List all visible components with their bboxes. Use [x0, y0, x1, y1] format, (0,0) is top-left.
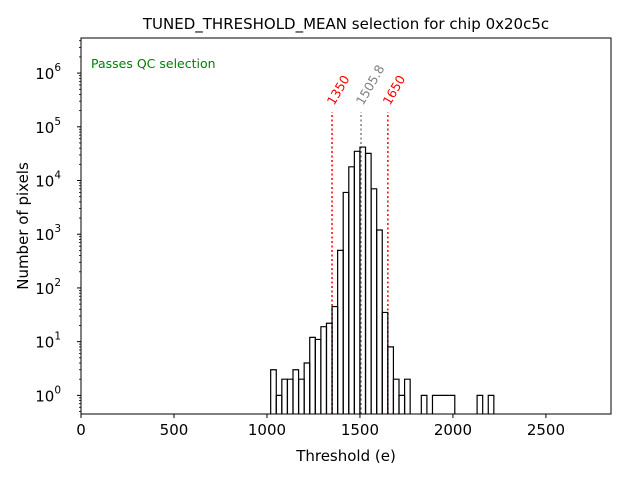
x-tick-label-1: 500: [160, 421, 189, 439]
x-tick-label-5: 2500: [527, 421, 565, 439]
histogram-bin-27: [476, 394, 484, 414]
y-axis-label: Number of pixels: [14, 162, 32, 290]
histogram-bin-25: [420, 394, 428, 414]
y-tick-label-6: 106: [35, 62, 61, 83]
qc-annotation: Passes QC selection: [91, 56, 216, 71]
y-tick-label-1: 101: [35, 331, 61, 352]
x-tick-label-0: 0: [76, 421, 86, 439]
chart-title: TUNED_THRESHOLD_MEAN selection for chip …: [142, 15, 549, 34]
y-axis-ticks: 100 101 102 103 104 105 106: [35, 40, 81, 412]
x-tick-label-4: 2000: [434, 421, 472, 439]
x-tick-label-3: 1500: [341, 421, 379, 439]
axes-frame: [80, 37, 612, 415]
y-tick-label-5: 105: [35, 116, 61, 137]
histogram-bin-28: [487, 394, 495, 414]
plot-frame: [80, 37, 612, 415]
x-axis-ticks: 0 500 1000 1500 2000 2500: [76, 414, 565, 439]
y-tick-label-2: 102: [35, 277, 61, 298]
y-tick-label-4: 104: [35, 170, 61, 191]
histogram-layer: [270, 146, 495, 414]
histogram-bin-0: [270, 369, 277, 414]
y-tick-label-0: 100: [35, 384, 61, 405]
x-axis-label: Threshold (e): [295, 447, 396, 465]
histogram-bin-26: [431, 394, 456, 414]
y-tick-label-3: 103: [35, 223, 61, 244]
x-tick-label-2: 1000: [248, 421, 286, 439]
histogram-bin-24: [403, 378, 411, 414]
